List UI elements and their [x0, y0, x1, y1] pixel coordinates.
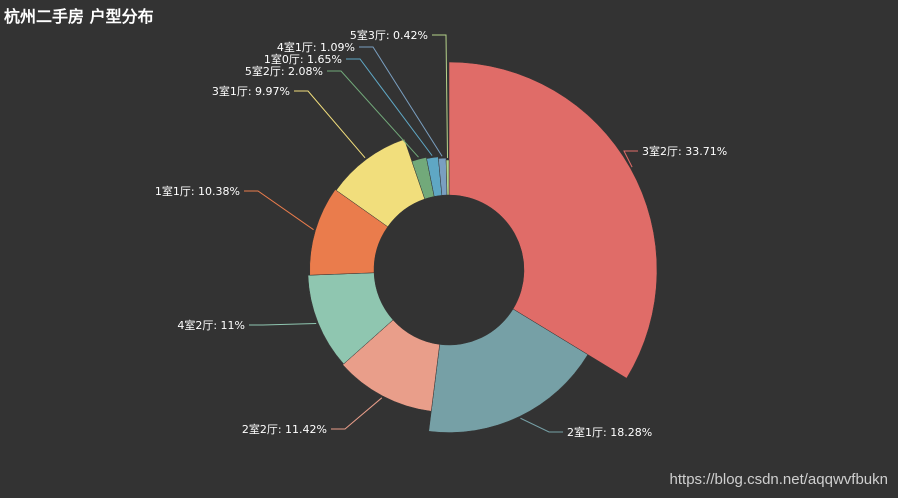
pie-slice[interactable] — [309, 189, 389, 276]
pie-slice[interactable] — [307, 272, 394, 365]
slice-label: 1室0厅: 1.65% — [264, 52, 342, 66]
pie-slice[interactable] — [342, 319, 440, 412]
label-leader-line — [294, 90, 366, 159]
slice-label: 3室2厅: 33.71% — [642, 144, 727, 158]
slice-label: 5室3厅: 0.42% — [350, 28, 428, 42]
label-leader-line — [249, 322, 317, 326]
slice-label: 3室1厅: 9.97% — [212, 84, 290, 98]
label-leader-line — [244, 190, 314, 231]
label-leader-line — [359, 46, 443, 157]
slice-label: 5室2厅: 2.08% — [245, 64, 323, 78]
slice-label: 4室1厅: 1.09% — [277, 40, 355, 54]
slice-label: 2室1厅: 18.28% — [567, 425, 652, 439]
pie-slice[interactable] — [428, 308, 589, 433]
label-leader-line — [327, 70, 419, 158]
pie-slice[interactable] — [335, 138, 426, 228]
slice-label: 2室2厅: 11.42% — [242, 422, 327, 436]
chart-title: 杭州二手房 户型分布 — [4, 7, 154, 26]
slice-label: 4室2厅: 11% — [177, 318, 245, 332]
label-leader-line — [432, 34, 449, 159]
watermark: https://blog.csdn.net/aqqwvfbukn — [669, 471, 888, 488]
pie-slice[interactable] — [445, 159, 450, 196]
slice-label: 1室1厅: 10.38% — [155, 184, 240, 198]
label-leader-line — [346, 58, 433, 156]
label-leader-line — [623, 150, 638, 168]
label-leader-line — [331, 397, 383, 430]
pie-slice[interactable] — [448, 61, 658, 379]
label-leader-line — [520, 417, 563, 433]
